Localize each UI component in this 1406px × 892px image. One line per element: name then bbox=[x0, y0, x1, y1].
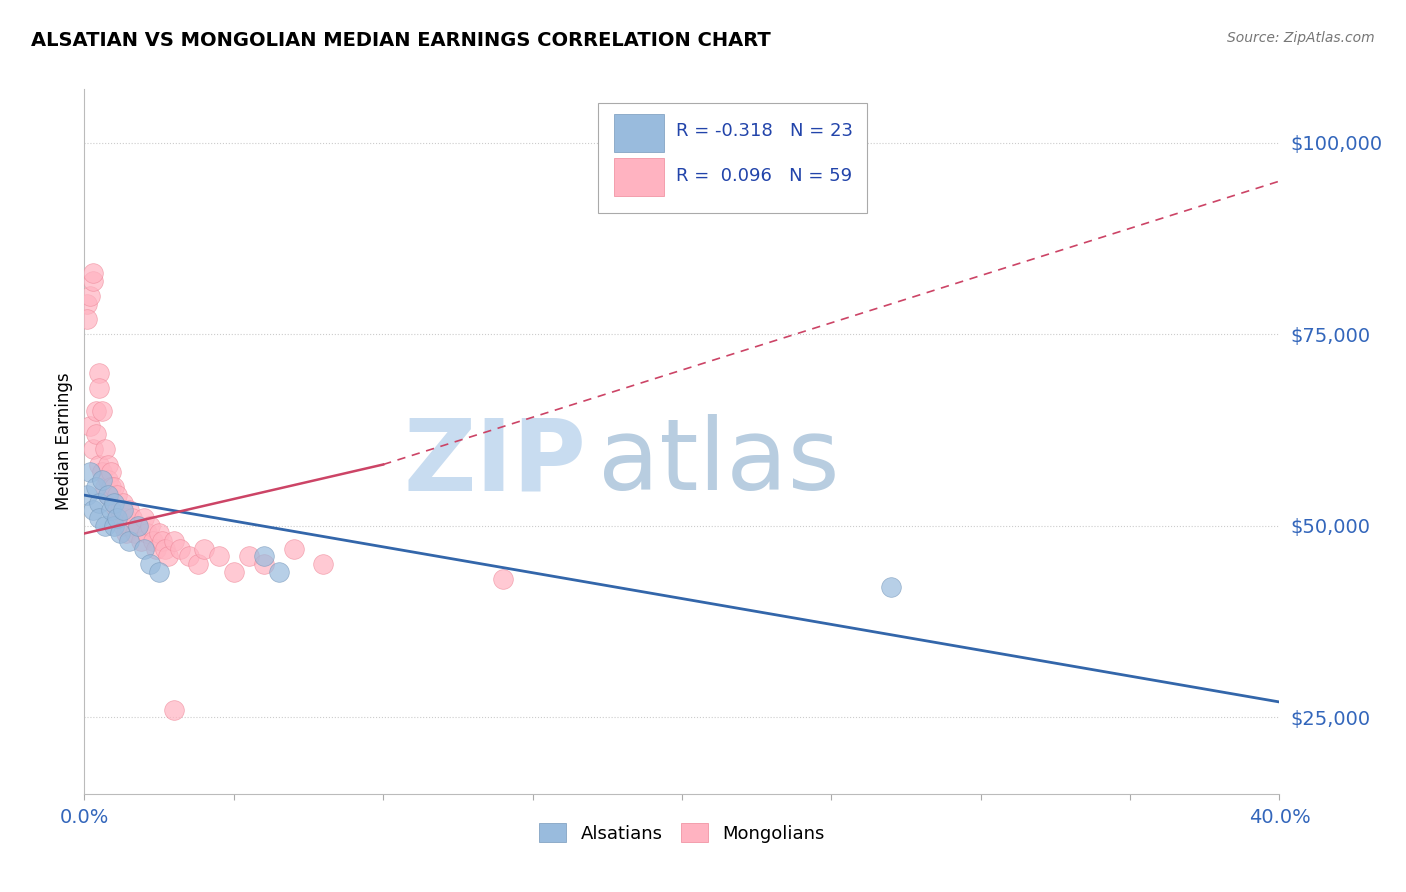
Point bbox=[139, 557, 162, 571]
Point bbox=[103, 496, 125, 510]
Point bbox=[312, 557, 335, 571]
Point bbox=[193, 541, 215, 556]
Point bbox=[112, 496, 135, 510]
Point bbox=[82, 442, 104, 457]
Point bbox=[105, 503, 128, 517]
Point bbox=[148, 565, 170, 579]
Point bbox=[124, 526, 146, 541]
Text: Source: ZipAtlas.com: Source: ZipAtlas.com bbox=[1227, 31, 1375, 45]
Point bbox=[157, 549, 180, 564]
Point bbox=[103, 518, 125, 533]
Point bbox=[253, 557, 276, 571]
Point bbox=[118, 534, 141, 549]
Point bbox=[82, 266, 104, 280]
Point bbox=[97, 488, 120, 502]
Point bbox=[76, 296, 98, 310]
Point bbox=[129, 534, 152, 549]
Point bbox=[177, 549, 200, 564]
Point bbox=[105, 488, 128, 502]
Point bbox=[118, 503, 141, 517]
Point bbox=[222, 565, 245, 579]
Point bbox=[89, 366, 111, 380]
Point bbox=[121, 511, 143, 525]
Point bbox=[76, 312, 98, 326]
Point bbox=[169, 541, 191, 556]
Point bbox=[94, 481, 117, 495]
Point bbox=[86, 404, 108, 418]
Point bbox=[132, 541, 156, 556]
Text: R = -0.318   N = 23: R = -0.318 N = 23 bbox=[676, 122, 853, 140]
Point bbox=[139, 518, 162, 533]
Point bbox=[91, 404, 114, 418]
Text: ZIP: ZIP bbox=[404, 414, 586, 511]
Point bbox=[118, 518, 141, 533]
Point bbox=[110, 526, 132, 541]
Point bbox=[238, 549, 260, 564]
FancyBboxPatch shape bbox=[599, 103, 868, 212]
Point bbox=[163, 534, 186, 549]
FancyBboxPatch shape bbox=[614, 158, 664, 196]
Point bbox=[283, 541, 305, 556]
Point bbox=[91, 465, 114, 479]
Point bbox=[136, 526, 159, 541]
Point bbox=[97, 488, 120, 502]
Point bbox=[97, 458, 120, 472]
Point bbox=[100, 465, 122, 479]
Point bbox=[100, 503, 122, 517]
Point bbox=[91, 473, 114, 487]
Point bbox=[94, 518, 117, 533]
Point bbox=[187, 557, 209, 571]
Text: ALSATIAN VS MONGOLIAN MEDIAN EARNINGS CORRELATION CHART: ALSATIAN VS MONGOLIAN MEDIAN EARNINGS CO… bbox=[31, 31, 770, 50]
Point bbox=[103, 496, 125, 510]
Point bbox=[880, 580, 903, 594]
Point bbox=[492, 573, 515, 587]
Point bbox=[150, 534, 173, 549]
Point bbox=[112, 518, 135, 533]
Point bbox=[100, 481, 122, 495]
Point bbox=[148, 526, 170, 541]
Point bbox=[82, 503, 104, 517]
Legend: Alsatians, Mongolians: Alsatians, Mongolians bbox=[530, 814, 834, 852]
Point bbox=[145, 541, 167, 556]
Point bbox=[132, 511, 156, 525]
Point bbox=[79, 465, 101, 479]
Point bbox=[127, 518, 149, 533]
Text: R =  0.096   N = 59: R = 0.096 N = 59 bbox=[676, 167, 852, 185]
Point bbox=[86, 426, 108, 441]
Point bbox=[110, 503, 132, 517]
FancyBboxPatch shape bbox=[614, 114, 664, 152]
Point bbox=[115, 511, 138, 525]
Point bbox=[79, 419, 101, 434]
Point bbox=[267, 565, 290, 579]
Point bbox=[142, 534, 165, 549]
Point bbox=[89, 511, 111, 525]
Text: atlas: atlas bbox=[599, 414, 839, 511]
Y-axis label: Median Earnings: Median Earnings bbox=[55, 373, 73, 510]
Point bbox=[89, 381, 111, 395]
Point bbox=[110, 511, 132, 525]
Point bbox=[79, 289, 101, 303]
Point bbox=[115, 526, 138, 541]
Point bbox=[105, 511, 128, 525]
Point bbox=[76, 488, 98, 502]
Point bbox=[127, 518, 149, 533]
Point bbox=[82, 274, 104, 288]
Point bbox=[153, 541, 176, 556]
Point bbox=[163, 703, 186, 717]
Point bbox=[208, 549, 231, 564]
Point bbox=[112, 503, 135, 517]
Point bbox=[253, 549, 276, 564]
Point bbox=[103, 481, 125, 495]
Point bbox=[89, 458, 111, 472]
Point bbox=[89, 496, 111, 510]
Point bbox=[94, 442, 117, 457]
Point bbox=[97, 473, 120, 487]
Point bbox=[86, 481, 108, 495]
